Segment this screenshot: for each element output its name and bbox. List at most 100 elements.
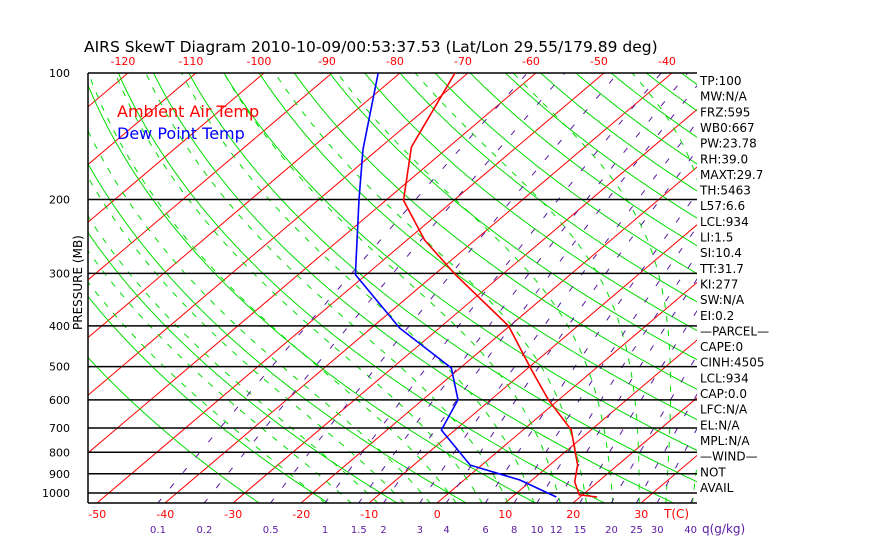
- dew-point-profile: [354, 73, 557, 498]
- pressure-tick-label: 300: [49, 267, 70, 280]
- bottom-temp-tick-label: 0: [434, 508, 441, 521]
- index-item: PW:23.78: [700, 137, 757, 151]
- index-item: EL:N/A: [700, 418, 740, 432]
- mixing-ratio-line: [656, 427, 697, 503]
- index-item: TP:100: [699, 74, 742, 88]
- dry-adiabat-line: [539, 73, 697, 192]
- index-item: MW:N/A: [700, 90, 748, 104]
- moist-adiabat-line: [114, 73, 483, 503]
- isotherm-line: [88, 73, 469, 396]
- bottom-temp-tick-label: -20: [292, 508, 310, 521]
- mixing-ratio-tick-label: 1: [322, 525, 328, 536]
- index-item: SI:10.4: [700, 246, 742, 260]
- dry-adiabat-line: [188, 73, 697, 483]
- dry-adiabat-line: [258, 73, 697, 421]
- dry-adiabat-line: [399, 73, 697, 303]
- isotherm-line: [436, 281, 697, 503]
- index-item: TH:5463: [699, 184, 751, 198]
- dry-adiabat-line: [434, 73, 697, 275]
- y-axis-label: PRESSURE (MB): [71, 235, 85, 330]
- index-item: L57:6.6: [700, 199, 745, 213]
- mixing-ratio-line: [579, 309, 697, 503]
- dry-adiabat-line: [741, 65, 870, 503]
- mixing-ratio-line: [536, 254, 697, 503]
- index-item: AVAIL: [700, 481, 734, 495]
- dry-adiabat-line: [88, 295, 330, 503]
- isotherm-line: [504, 339, 697, 503]
- top-temp-tick-label: -90: [318, 55, 336, 68]
- mixing-ratio-line: [610, 354, 697, 503]
- index-item: MAXT:29.7: [700, 168, 763, 182]
- index-item: TT:31.7: [699, 262, 744, 276]
- dry-adiabat-line: [469, 73, 697, 247]
- mixing-ratio-line: [484, 192, 697, 503]
- moist-adiabat-line: [631, 73, 697, 503]
- dry-adiabat-line: [223, 73, 697, 451]
- index-item: MPL:N/A: [700, 434, 750, 448]
- profiles: [354, 73, 598, 498]
- dry-adiabat-line: [88, 231, 399, 503]
- isotherm-line: [88, 73, 401, 339]
- mixing-ratio-tick-label: 8: [511, 525, 517, 536]
- dry-adiabat-line: [575, 73, 697, 165]
- isotherm-line: [0, 64, 71, 504]
- mixing-ratio-line: [157, 73, 529, 503]
- mixing-ratio-line: [555, 278, 697, 503]
- legend-dew-point-temp: Dew Point Temp: [117, 124, 245, 143]
- pressure-lines: [87, 72, 697, 504]
- dry-adiabat-line: [811, 65, 870, 503]
- pressure-tick-label: 400: [49, 320, 70, 333]
- top-temp-tick-label: -100: [246, 55, 271, 68]
- x-axis-label: T(C): [663, 507, 689, 521]
- mixing-ratio-tick-label: 6: [482, 525, 488, 536]
- top-temp-tick-label: -60: [522, 55, 540, 68]
- mixing-ratio-tick-label: 10: [531, 525, 544, 536]
- mixing-ratio-line: [324, 73, 662, 503]
- index-item: CAP:0.0: [700, 387, 747, 401]
- mixing-ratio-tick-label: 4: [443, 525, 449, 536]
- isotherm-line: [88, 73, 265, 223]
- index-item: RH:39.0: [700, 152, 748, 166]
- mixing-ratio-tick-label: 2: [380, 525, 386, 536]
- dry-adiabat-line: [88, 356, 261, 503]
- dry-adiabat-line: [504, 73, 697, 219]
- top-temp-tick-label: -120: [110, 55, 135, 68]
- pressure-tick-label: 200: [49, 193, 70, 206]
- mixing-ratio-line: [382, 84, 697, 503]
- mixing-ratio-line: [358, 73, 689, 503]
- isotherm-line: [0, 64, 3, 504]
- mixing-ratio-axis-label: q(g/kg): [702, 522, 745, 536]
- mixing-ratio-tick-label: 0.5: [263, 525, 279, 536]
- mixing-ratio-tick-label: 30: [651, 525, 664, 536]
- bottom-temp-tick-label: 30: [634, 508, 648, 521]
- mixing-ratio-tick-label: 0.1: [150, 525, 166, 536]
- top-temp-tick-label: -110: [178, 55, 203, 68]
- dry-adiabat-line: [845, 65, 870, 503]
- dry-adiabat-line: [152, 73, 675, 503]
- top-temp-tick-label: -50: [590, 55, 608, 68]
- mixing-ratio-tick-label: 20: [605, 525, 618, 536]
- pressure-tick-label: 900: [49, 468, 70, 481]
- moist-adiabat-line: [274, 73, 587, 503]
- pressure-tick-label: 600: [49, 394, 70, 407]
- index-item: NOT: [700, 465, 726, 479]
- index-item: LCL:934: [700, 371, 749, 385]
- dry-adiabat-line: [117, 73, 606, 503]
- isotherm-line: [232, 108, 697, 503]
- mixing-ratio-line: [513, 226, 697, 503]
- mixing-ratio-tick-label: 1.5: [351, 525, 367, 536]
- moist-adiabat-line: [512, 73, 672, 503]
- index-item: KI:277: [700, 277, 738, 291]
- index-item: WB0:667: [700, 121, 755, 135]
- isotherm-line: [164, 73, 673, 503]
- dry-adiabat-line: [88, 83, 537, 503]
- index-item: FRZ:595: [700, 105, 750, 119]
- pressure-tick-label: 800: [49, 446, 70, 459]
- isotherm-line: [88, 73, 333, 281]
- mixing-ratio-tick-label: 3: [417, 525, 423, 536]
- index-item: LI:1.5: [700, 231, 733, 245]
- isotherm-line: [300, 166, 697, 503]
- dry-adiabat-line: [364, 73, 697, 332]
- moist-adiabat-line: [223, 73, 561, 503]
